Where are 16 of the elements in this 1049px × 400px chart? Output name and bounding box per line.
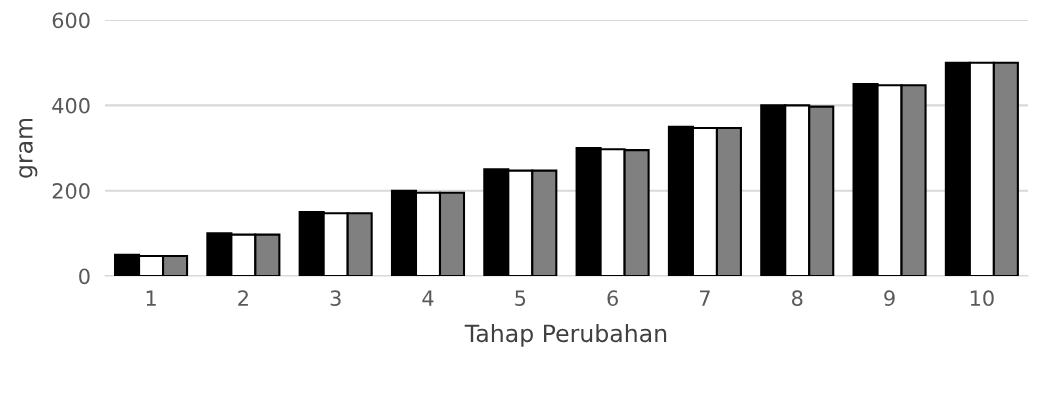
x-axis-title: Tahap Perubahan: [464, 323, 667, 347]
y-tick-label: 200: [52, 183, 90, 199]
x-tick-label: 7: [700, 290, 710, 306]
y-axis-title: gram: [19, 118, 38, 178]
y-tick-label: 0: [79, 268, 90, 285]
x-tick-label: 1: [146, 290, 156, 306]
x-tick-label: 9: [884, 290, 895, 307]
x-tick-label: 8: [792, 290, 803, 307]
x-tick-label: 5: [515, 290, 526, 307]
y-tick-label: 400: [52, 97, 90, 114]
x-tick-label: 6: [607, 290, 618, 307]
x-tick-label: 4: [422, 290, 434, 306]
x-tick-label: 10: [970, 290, 994, 307]
x-tick-label: 2: [238, 290, 248, 306]
x-tick-label: 3: [330, 290, 341, 307]
y-tick-label: 600: [52, 12, 90, 29]
